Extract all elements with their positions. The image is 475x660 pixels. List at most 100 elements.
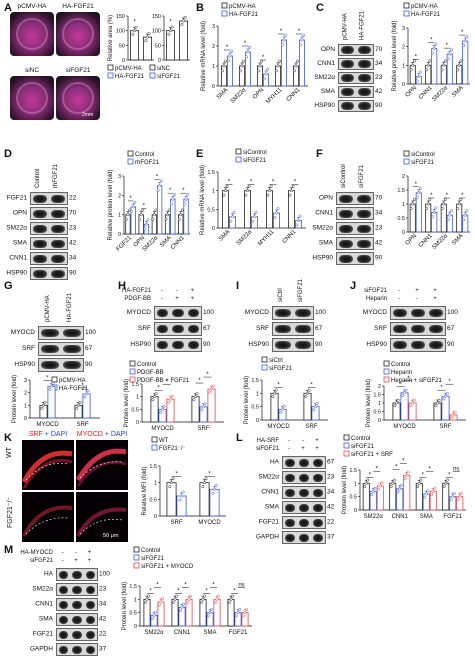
data-point (444, 394, 447, 398)
blot-strip-sm22- (336, 222, 374, 235)
significance-mark: * (294, 180, 297, 186)
y-axis-label: Relative protein level (fold) (108, 169, 114, 240)
y-tick-label: 1 (378, 401, 381, 407)
treatment-mark: + (415, 288, 419, 294)
data-point (290, 189, 293, 193)
data-point (77, 403, 80, 407)
blot-band (72, 645, 82, 654)
blot-band (393, 309, 407, 317)
blot-band (285, 518, 295, 527)
significance-mark: * (402, 458, 405, 464)
data-point (371, 489, 375, 493)
data-point (152, 213, 156, 217)
blot-band (72, 630, 82, 639)
x-tick-label: CNN1 (174, 630, 191, 636)
blot-strip-ha (282, 456, 326, 469)
bar (209, 488, 220, 517)
data-point (409, 207, 413, 210)
legend-label: siFGF21 (411, 160, 435, 166)
header-srf: SRF (28, 431, 43, 438)
data-point (403, 391, 406, 395)
data-point (171, 477, 175, 481)
dish-label: siNC (24, 67, 40, 74)
data-point (230, 49, 234, 53)
blot-row-label: SMA (319, 240, 334, 247)
lane-label: pCMV-HA (343, 13, 349, 40)
blot-band (172, 309, 184, 317)
blot-band (358, 46, 371, 54)
kda-label: 42 (327, 504, 335, 511)
x-tick-label: OPN (252, 87, 265, 100)
legend-swatch (107, 72, 114, 79)
y-tick-label: 0 (402, 82, 405, 88)
data-point (178, 498, 182, 502)
data-point (186, 193, 190, 197)
significance-mark: * (149, 588, 152, 594)
x-tick-label: SM22α (364, 514, 384, 520)
data-point (167, 32, 171, 36)
significance-mark: * (143, 204, 146, 210)
data-point (170, 25, 174, 29)
kda-label: 90 (447, 341, 455, 348)
legend-swatch (221, 10, 228, 17)
blot-band (187, 309, 199, 317)
data-point (158, 184, 162, 188)
significance-mark: * (461, 193, 464, 199)
blot-strip-fgf21 (30, 192, 68, 205)
data-point (417, 481, 421, 485)
data-point (248, 45, 252, 49)
blot-row-label: FGF21 (7, 195, 28, 202)
kda-label: 90 (203, 341, 211, 348)
data-point (232, 210, 236, 214)
data-point (154, 208, 158, 212)
data-point (268, 189, 271, 193)
blot-strip-sm22- (338, 72, 374, 84)
kda-label: 90 (375, 102, 383, 109)
data-point (404, 388, 408, 392)
data-point (377, 487, 381, 491)
data-point (150, 617, 154, 620)
blot-band (51, 254, 65, 263)
legend-swatch (133, 554, 140, 561)
significance-mark: * (182, 188, 185, 194)
data-point (208, 390, 212, 394)
data-point (449, 48, 453, 52)
blot-band (172, 341, 184, 349)
treatment-label: siFGF21 (364, 288, 388, 294)
blot-row-label: CNN1 (315, 210, 333, 217)
treatment-mark: - (416, 296, 418, 302)
data-point (403, 477, 407, 480)
blot-row-label: SM22α (258, 474, 279, 481)
bar (178, 214, 184, 235)
data-point (426, 202, 430, 206)
data-point (229, 597, 233, 601)
kda-label: 90 (69, 270, 77, 277)
data-point (213, 601, 217, 604)
y-tick-label: 1 (134, 597, 137, 603)
data-point (143, 601, 147, 604)
lane-label: pCMV-HA (45, 295, 51, 322)
significance-mark: * (184, 582, 187, 588)
panel-letter-f: F (316, 148, 323, 160)
y-tick-label: 1 (118, 213, 121, 219)
lane-label: HA-FGF21 (67, 292, 73, 322)
data-point (412, 398, 416, 402)
blot-band (299, 533, 309, 542)
blot-row-label: OPN (319, 195, 333, 202)
data-point (214, 483, 218, 487)
kda-label: 37 (99, 646, 107, 653)
blot-band (187, 341, 199, 349)
data-point (222, 193, 226, 197)
data-point (204, 477, 208, 481)
y-tick-label: 1.5 (149, 464, 157, 470)
significance-mark: ns (453, 466, 459, 472)
data-point (298, 43, 302, 47)
y-axis-label: Relative protein level (fold) (392, 20, 398, 91)
data-point (424, 492, 428, 496)
bar (456, 64, 463, 85)
kda-label: 70 (375, 195, 383, 202)
bar (166, 482, 177, 517)
legend-swatch (403, 10, 410, 17)
blot-strip-sma (282, 501, 326, 514)
blot-strip-myocd (38, 326, 84, 340)
